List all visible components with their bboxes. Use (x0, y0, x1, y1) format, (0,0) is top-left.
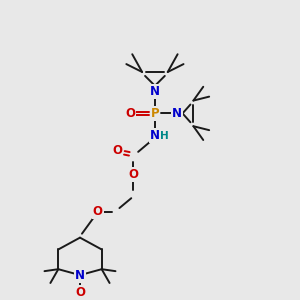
Text: O: O (112, 144, 122, 158)
Text: N: N (172, 107, 182, 120)
Text: O: O (93, 206, 103, 218)
Text: H: H (160, 131, 169, 141)
Text: P: P (151, 107, 159, 120)
Text: N: N (75, 268, 85, 282)
Text: O: O (125, 107, 135, 120)
Text: N: N (150, 85, 160, 98)
Text: O: O (128, 168, 138, 181)
Text: N: N (150, 129, 160, 142)
Text: O: O (75, 286, 85, 299)
